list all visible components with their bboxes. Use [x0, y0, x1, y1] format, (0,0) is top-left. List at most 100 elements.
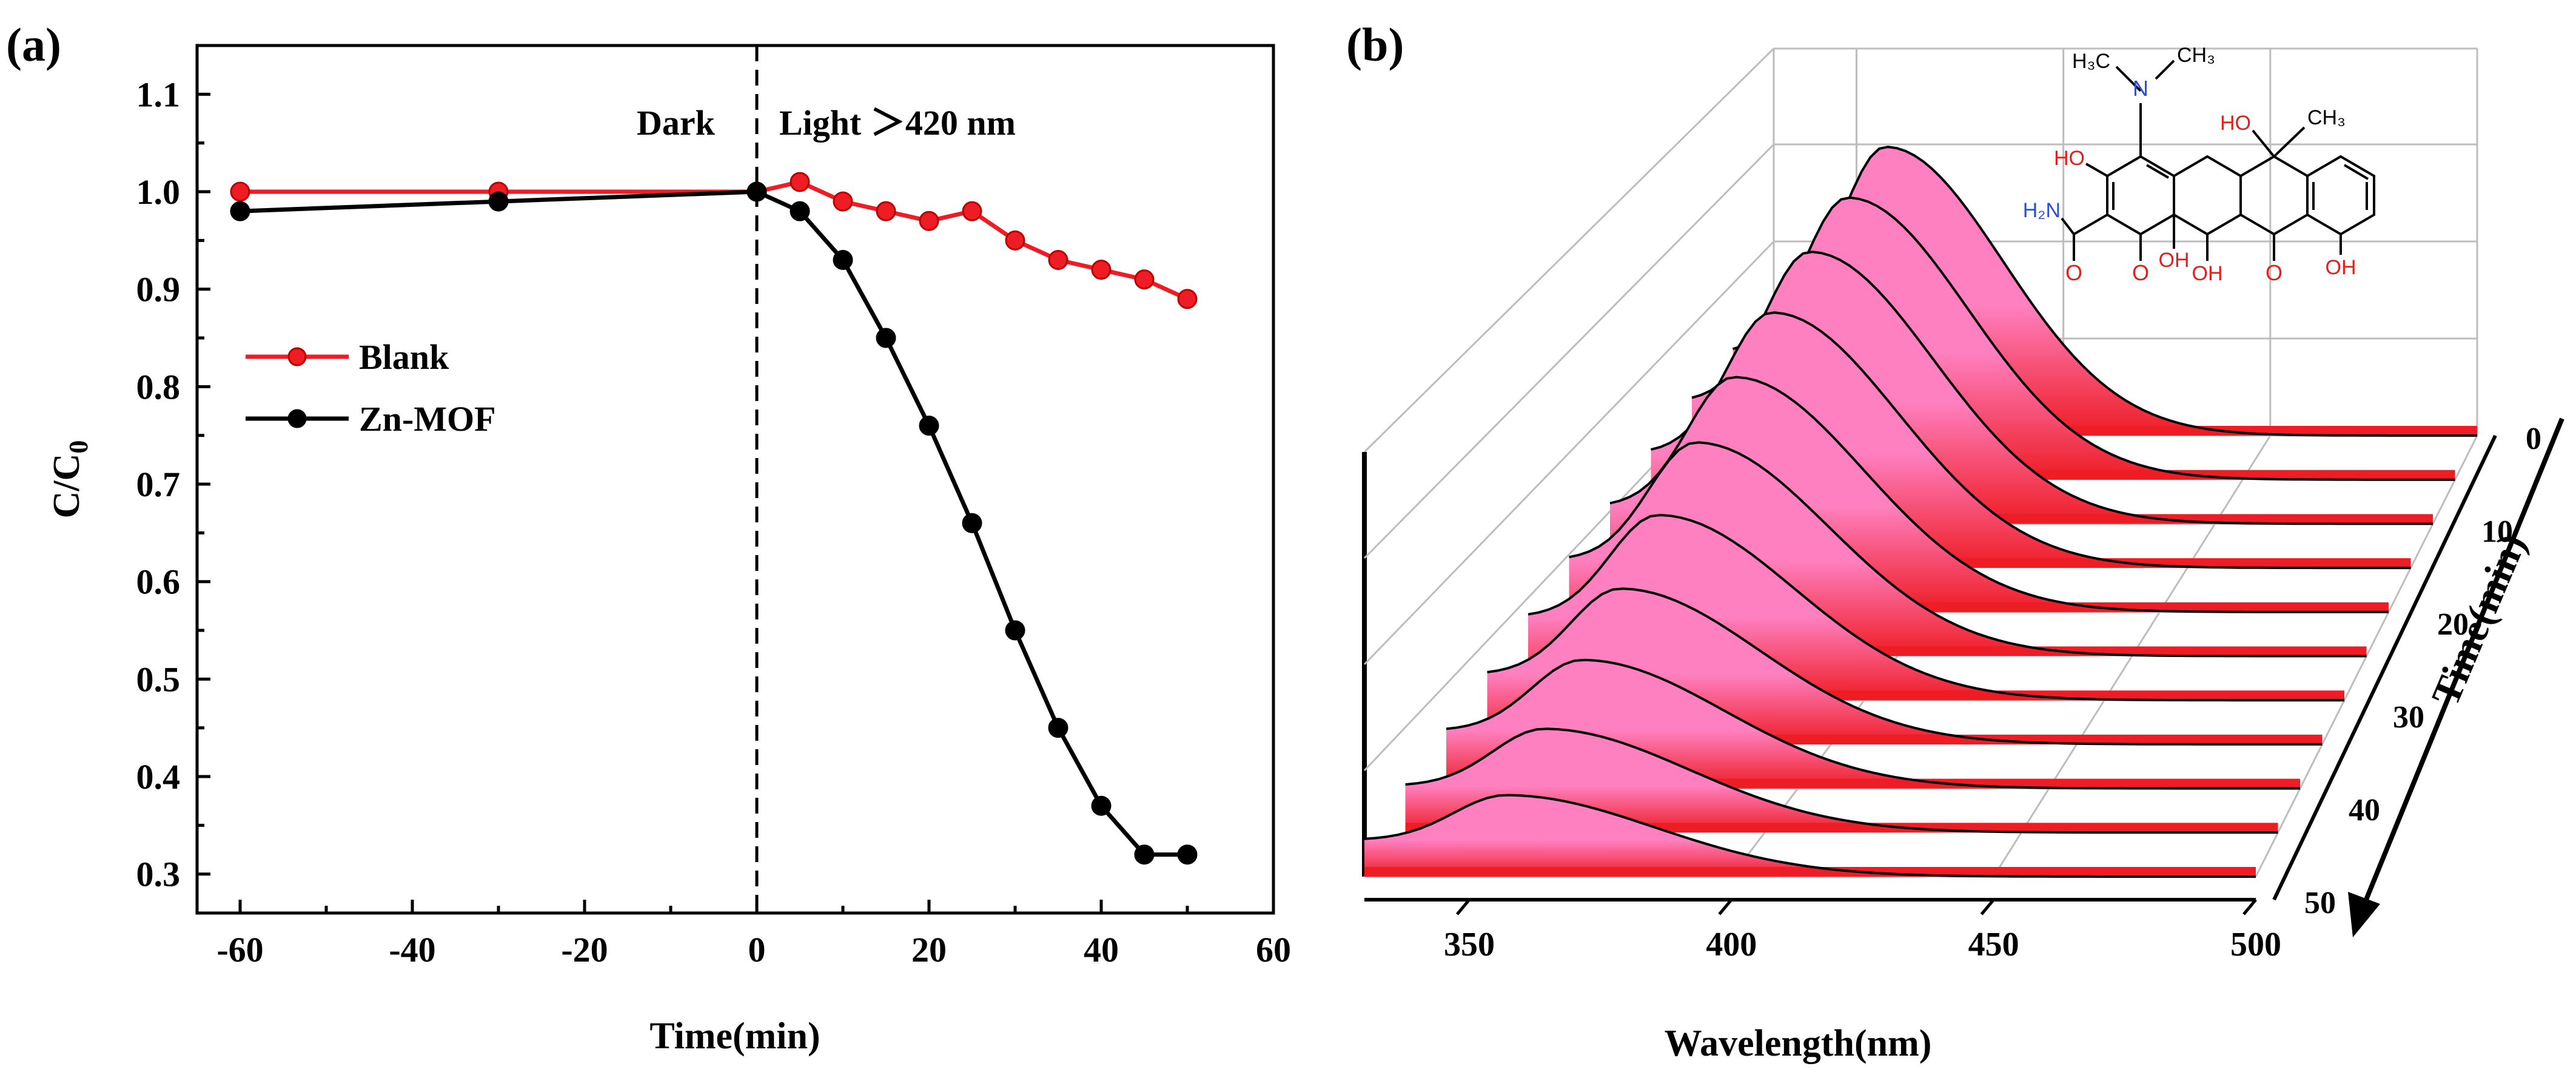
data-point-znmof — [1091, 795, 1112, 816]
data-point-blank — [230, 181, 250, 202]
label-h3c: H₃C — [2072, 50, 2110, 73]
data-point-blank — [919, 211, 939, 231]
panel-a: (a) Dark Light ＞420 nm -60 -40 -20 0 20 40 60 … — [6, 18, 1291, 1057]
data-point-blank — [962, 201, 982, 221]
data-point-znmof — [1134, 844, 1155, 865]
bond-ho-left — [2085, 163, 2108, 177]
x-tick-label: -20 — [561, 930, 608, 969]
spectrum-line-t40 — [1446, 658, 2300, 790]
bond-h2n — [2061, 217, 2075, 235]
label-oh3: OH — [2326, 256, 2356, 279]
side-grid-diagonal — [1363, 143, 1775, 559]
label-ho-right: HO — [2220, 112, 2251, 135]
panel-b-label: (b) — [1346, 18, 1404, 71]
data-point-znmof — [1048, 718, 1068, 738]
bond-ho-right — [2252, 129, 2275, 158]
bond-ch3-right — [2273, 126, 2306, 158]
wavelength-tick-mark — [1718, 898, 1733, 915]
spectrum-line-t15 — [1650, 311, 2411, 570]
legend-label-blank: Blank — [359, 337, 449, 377]
side-plane-edge-top — [1363, 47, 1775, 453]
molecule-labels: H₃C CH₃ N HO HO CH₃ H₂N O O OH OH O OH — [2023, 44, 2356, 285]
spectrum-line-t25 — [1569, 441, 2367, 658]
wavelength-tick-mark — [2242, 898, 2257, 915]
time-tick-label: 10 — [2481, 514, 2513, 549]
time-tick-label: 0 — [2526, 422, 2541, 456]
bond-amide — [2073, 214, 2108, 235]
y-axis-title-sub: 0 — [64, 440, 93, 454]
data-point-znmof — [230, 201, 250, 221]
data-point-blank — [1134, 269, 1155, 290]
3d-axes: 350 400 450 500 0 10 20 30 40 50 — [1364, 417, 2564, 963]
data-point-znmof — [1005, 620, 1025, 641]
spectrum-line-t5 — [1732, 196, 2455, 481]
x-tick-label: 40 — [1084, 930, 1119, 969]
x-tick-label: 20 — [911, 930, 947, 969]
y-tick-label: 1.0 — [136, 172, 181, 212]
y-tick-label: 0.7 — [136, 465, 181, 504]
label-o2: O — [2132, 260, 2149, 285]
spectrum-line-t0 — [1773, 146, 2477, 437]
data-point-blank — [876, 201, 896, 221]
ring-4 — [2306, 155, 2375, 236]
time-axis-line — [2272, 434, 2497, 901]
double-bond-5 — [2145, 164, 2170, 179]
x-tick-label: 0 — [748, 930, 766, 969]
label-n: N — [2133, 76, 2148, 101]
y-axis-title: C/C0 — [46, 440, 93, 519]
y-tick-label: 0.8 — [136, 367, 181, 406]
spectrum-base-t50 — [1364, 867, 2256, 877]
spectrum-line-t30 — [1528, 513, 2344, 702]
y-tick-label: 0.5 — [136, 659, 181, 699]
wavelength-tick-mark — [1980, 898, 1995, 915]
label-ch3-right: CH₃ — [2307, 106, 2346, 129]
spectrum-line-t50 — [1364, 794, 2256, 878]
data-point-blank — [1048, 249, 1068, 270]
x-tick-label: -40 — [389, 930, 435, 969]
data-point-znmof — [1177, 844, 1198, 865]
y-tick-label: 1.1 — [136, 75, 181, 114]
data-point-blank — [833, 191, 853, 212]
time-tick-label: 50 — [2304, 886, 2336, 920]
ring-2 — [2173, 155, 2242, 236]
spectrum-line-t20 — [1609, 376, 2389, 613]
y-axis-title-main: C/C — [46, 454, 87, 519]
series-line-znmof — [240, 189, 1187, 857]
bond-h3c — [2115, 66, 2142, 92]
legend-marker-znmof — [287, 409, 307, 428]
x-tick-label: 60 — [1256, 930, 1291, 969]
time-tick-label: 30 — [2393, 700, 2424, 735]
tetracycline-structure — [2061, 59, 2375, 261]
x-tick-label: -60 — [216, 930, 263, 969]
spectrum-line-t10 — [1691, 251, 2433, 525]
y-tick-label: 0.3 — [136, 855, 181, 894]
legend-marker-blank — [287, 347, 307, 366]
y-tick-label: 0.9 — [136, 270, 181, 309]
x-axis-title: Time(min) — [649, 1016, 820, 1057]
time-arrow-head — [2348, 892, 2380, 937]
label-ho-left: HO — [2054, 147, 2085, 170]
legend-label-znmof: Zn-MOF — [359, 399, 496, 439]
label-o3: O — [2266, 260, 2283, 285]
data-point-znmof — [746, 181, 767, 202]
label-oh1: OH — [2159, 249, 2190, 272]
data-point-znmof — [919, 416, 939, 436]
wavelength-axis-title: Wavelength(nm) — [1665, 1023, 1932, 1064]
bond-ch3 — [2155, 59, 2175, 80]
panel-a-frame — [195, 44, 1275, 915]
data-point-blank — [1005, 230, 1025, 251]
y-tick-label: 0.6 — [136, 562, 181, 602]
time-tick-label: 40 — [2349, 793, 2380, 828]
data-point-znmof — [876, 328, 896, 348]
wavelength-tick-label: 500 — [2230, 926, 2281, 963]
spectrum-fill-t45 — [1405, 729, 2278, 833]
legend: Blank Zn-MOF — [246, 337, 496, 439]
spectrum-fill-t50 — [1364, 795, 2256, 877]
wavelength-tick-mark — [1456, 898, 1471, 915]
time-direction-arrow — [2360, 417, 2564, 911]
wavelength-tick-label: 350 — [1444, 926, 1495, 963]
label-h2n: H₂N — [2023, 199, 2061, 222]
series-layer — [230, 172, 1198, 865]
ring-1 — [2106, 155, 2175, 236]
